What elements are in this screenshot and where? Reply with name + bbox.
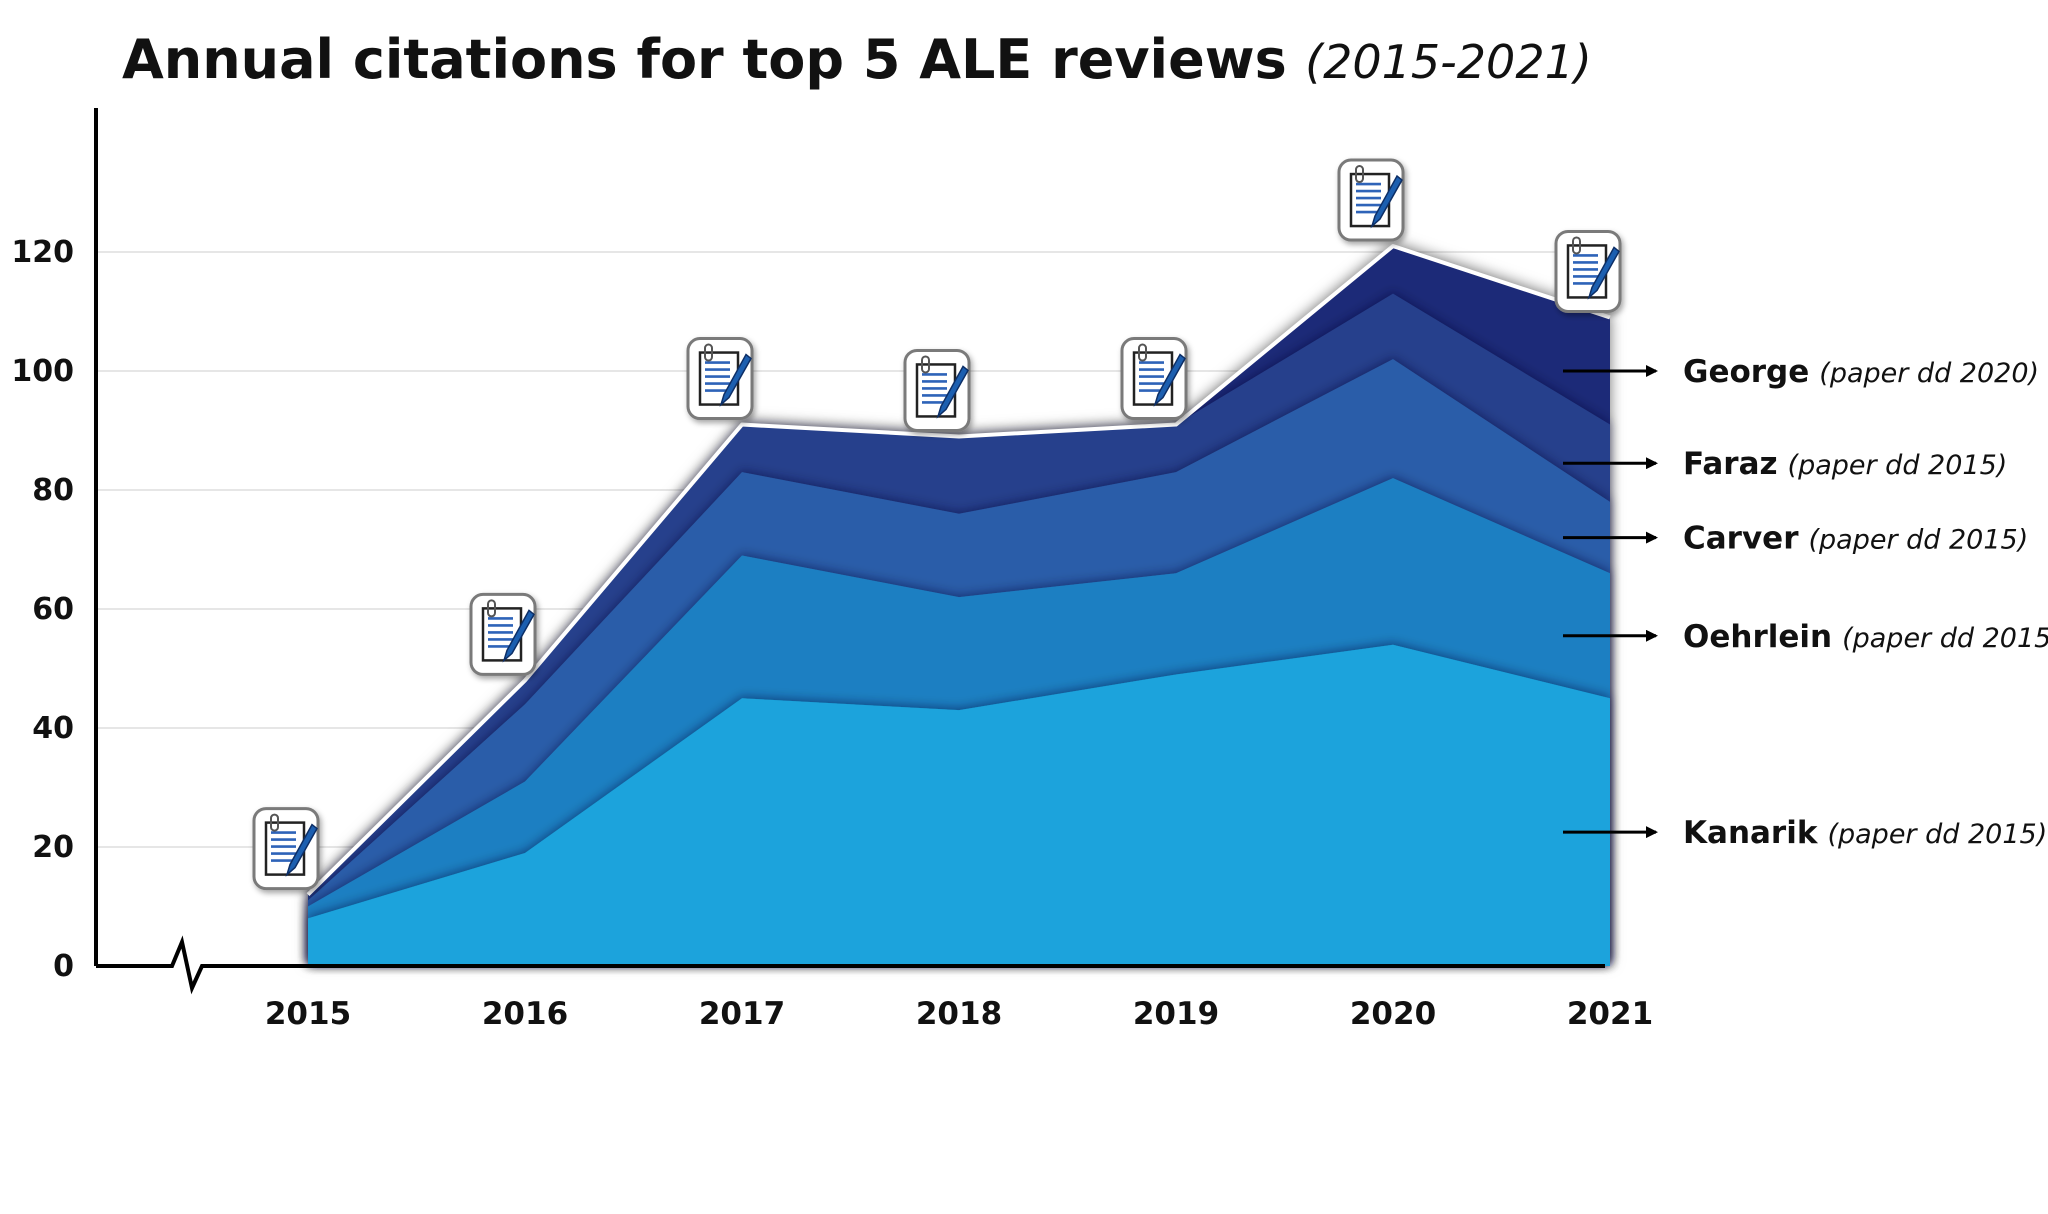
series-note: (paper dd 2020) xyxy=(1819,358,2039,389)
x-tick-label: 2018 xyxy=(916,996,1002,1032)
x-axis-with-break xyxy=(96,935,1605,995)
series-label-oehrlein: Oehrlein (paper dd 2015) xyxy=(1563,619,2048,655)
series-label-faraz: Faraz (paper dd 2015) xyxy=(1563,446,2007,482)
x-tick-label: 2015 xyxy=(265,996,351,1032)
series-label-carver: Carver (paper dd 2015) xyxy=(1563,521,2028,557)
series-label-kanarik: Kanarik (paper dd 2015) xyxy=(1563,815,2047,851)
y-tick-labels: 0 20 40 60 80 100 120 xyxy=(11,235,74,984)
notepad-icon xyxy=(1554,229,1622,313)
notepad-icon xyxy=(686,337,754,421)
y-tick-label: 80 xyxy=(32,473,74,508)
x-tick-label: 2020 xyxy=(1350,996,1436,1032)
y-tick-label: 60 xyxy=(32,592,74,627)
series-label-george: George (paper dd 2020) xyxy=(1563,354,2039,390)
total-markers xyxy=(252,158,1622,891)
notepad-icon xyxy=(1120,337,1188,421)
chart-title-main: Annual citations for top 5 ALE reviews xyxy=(122,28,1287,91)
series-name: George xyxy=(1683,354,1809,390)
series-label-text: Faraz (paper dd 2015) xyxy=(1683,446,2007,482)
series-name: Oehrlein xyxy=(1683,619,1832,655)
area-kanarik xyxy=(308,644,1610,966)
x-tick-label: 2021 xyxy=(1567,996,1653,1032)
x-tick-label: 2017 xyxy=(699,996,785,1032)
notepad-icon xyxy=(469,592,537,676)
axes xyxy=(94,108,1605,995)
series-note: (paper dd 2015) xyxy=(1842,623,2048,654)
y-tick-label: 20 xyxy=(32,830,74,865)
x-tick-labels: 2015 2016 2017 2018 2019 2020 2021 xyxy=(265,996,1653,1032)
chart-title-sub: (2015-2021) xyxy=(1305,35,1592,89)
y-tick-label: 40 xyxy=(32,711,74,746)
series-name: Faraz xyxy=(1683,446,1778,482)
y-tick-label: 0 xyxy=(53,949,74,984)
y-tick-label: 120 xyxy=(11,235,74,270)
chart-title: Annual citations for top 5 ALE reviews (… xyxy=(122,28,1592,91)
area-series xyxy=(306,244,1611,967)
series-note: (paper dd 2015) xyxy=(1827,819,2047,850)
series-labels: Kanarik (paper dd 2015) Oehrlein (paper dd … xyxy=(1563,354,2048,851)
series-name: Carver xyxy=(1683,521,1799,557)
x-tick-label: 2019 xyxy=(1133,996,1219,1032)
notepad-icon xyxy=(252,807,320,891)
series-note: (paper dd 2015) xyxy=(1808,525,2028,556)
series-note: (paper dd 2015) xyxy=(1788,450,2008,481)
series-label-text: George (paper dd 2020) xyxy=(1683,354,2039,390)
series-label-text: Carver (paper dd 2015) xyxy=(1683,521,2028,557)
series-label-text: Oehrlein (paper dd 2015) xyxy=(1683,619,2048,655)
total-outline xyxy=(306,244,1611,897)
notepad-icon xyxy=(903,348,971,432)
y-tick-label: 100 xyxy=(11,354,74,389)
series-label-text: Kanarik (paper dd 2015) xyxy=(1683,815,2047,851)
x-tick-label: 2016 xyxy=(482,996,568,1032)
notepad-icon xyxy=(1337,158,1405,242)
series-name: Kanarik xyxy=(1683,815,1819,851)
